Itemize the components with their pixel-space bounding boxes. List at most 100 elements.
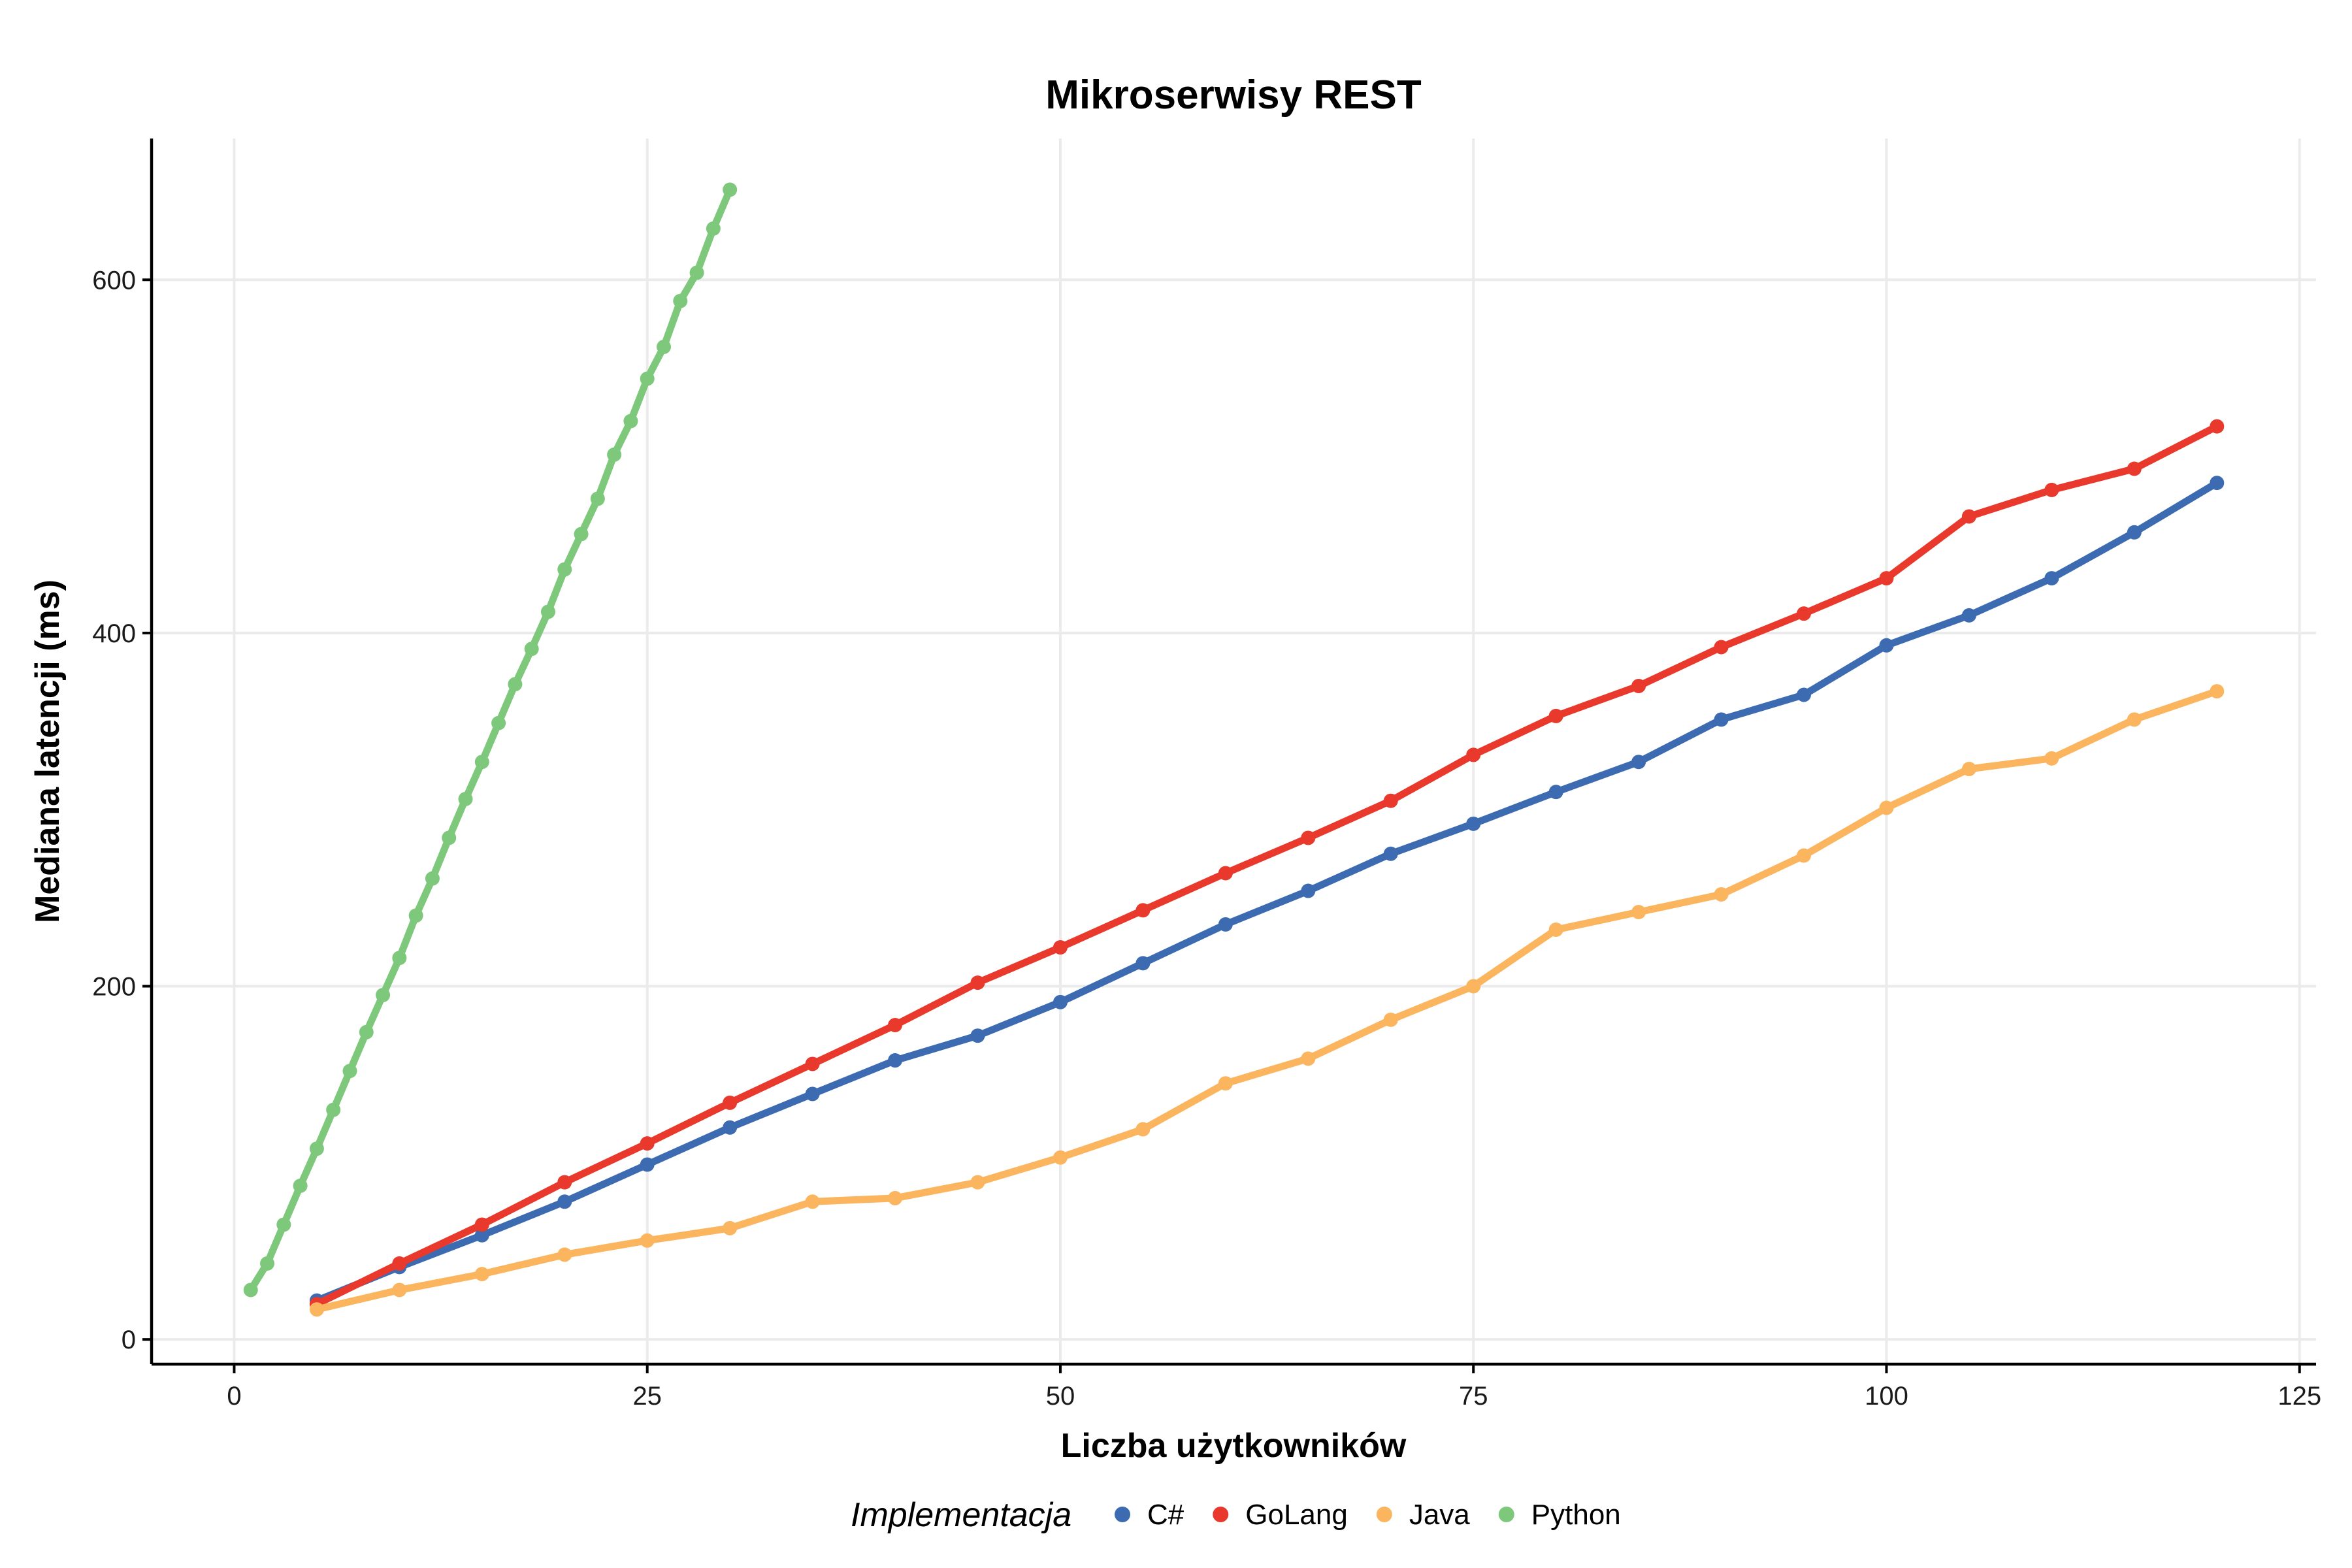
- series-line-golang: [313, 423, 2221, 1308]
- data-point-python: [376, 988, 391, 1003]
- data-point-c: [1961, 608, 1976, 623]
- data-point-c: [1714, 712, 1729, 727]
- legend: Implementacja C# GoLang Java Python: [851, 1496, 1621, 1534]
- data-point-c: [1383, 846, 1398, 861]
- series-golang: [309, 419, 2225, 1312]
- data-point-python: [442, 830, 457, 845]
- legend-label-python: Python: [1531, 1499, 1621, 1531]
- data-point-python: [260, 1256, 275, 1271]
- legend-key-c: [1115, 1507, 1130, 1522]
- x-tick-label: 100: [1865, 1382, 1908, 1411]
- data-point-golang: [2127, 461, 2142, 476]
- data-point-java: [1548, 923, 1563, 938]
- data-point-java: [888, 1190, 903, 1205]
- data-point-java: [2044, 751, 2059, 766]
- data-point-c: [1135, 956, 1151, 971]
- data-point-python: [723, 182, 738, 197]
- data-point-c: [474, 1228, 489, 1243]
- data-point-python: [359, 1024, 374, 1039]
- data-point-c: [723, 1120, 738, 1135]
- data-point-java: [1218, 1076, 1233, 1091]
- data-point-python: [293, 1178, 308, 1193]
- axes: 0 25 50 75 100 125 0 200 400 600: [92, 139, 2321, 1411]
- data-point-java: [805, 1194, 820, 1209]
- data-point-python: [640, 371, 655, 386]
- data-point-python: [607, 447, 622, 462]
- data-point-java: [1383, 1012, 1398, 1027]
- data-point-java: [1466, 979, 1481, 994]
- data-point-java: [392, 1282, 407, 1298]
- data-point-c: [1466, 816, 1481, 831]
- data-point-c: [888, 1053, 903, 1068]
- data-point-c: [1218, 917, 1233, 932]
- data-point-python: [491, 715, 506, 730]
- data-point-python: [623, 414, 638, 429]
- data-point-python: [590, 491, 605, 506]
- data-point-java: [1301, 1051, 1316, 1066]
- data-point-java: [1631, 904, 1646, 919]
- data-point-golang: [2044, 482, 2059, 497]
- data-point-golang: [1135, 903, 1151, 918]
- data-point-c: [1797, 687, 1812, 702]
- data-point-c: [2127, 525, 2142, 540]
- legend-title: Implementacja: [851, 1496, 1071, 1534]
- y-tick-label: 0: [122, 1326, 136, 1354]
- data-point-golang: [392, 1256, 407, 1271]
- x-tick-label: 75: [1459, 1382, 1488, 1411]
- data-point-c: [2044, 571, 2059, 586]
- data-point-c: [1548, 785, 1563, 800]
- data-point-python: [408, 908, 423, 923]
- data-point-python: [326, 1102, 341, 1117]
- legend-label-golang: GoLang: [1245, 1499, 1348, 1531]
- data-point-java: [1714, 887, 1729, 902]
- data-point-golang: [723, 1095, 738, 1110]
- data-point-python: [508, 677, 523, 692]
- y-tick-label: 200: [92, 973, 136, 1002]
- data-point-golang: [1053, 940, 1068, 955]
- data-point-python: [309, 1141, 324, 1156]
- data-point-java: [2127, 712, 2142, 727]
- series-python: [243, 182, 738, 1298]
- data-point-java: [1961, 762, 1976, 777]
- data-point-java: [723, 1220, 738, 1235]
- data-point-c: [2210, 476, 2225, 491]
- data-point-python: [243, 1282, 258, 1298]
- x-tick-label: 125: [2278, 1382, 2321, 1411]
- plot-series: [243, 182, 2225, 1317]
- data-point-golang: [1714, 640, 1729, 655]
- data-point-golang: [970, 975, 985, 990]
- data-point-golang: [640, 1136, 655, 1151]
- data-point-python: [458, 791, 473, 806]
- data-point-java: [1053, 1150, 1068, 1165]
- data-point-golang: [1383, 793, 1398, 808]
- data-point-java: [1135, 1122, 1151, 1137]
- data-point-golang: [1961, 509, 1976, 524]
- legend-label-java: Java: [1409, 1499, 1470, 1531]
- chart-title: Mikroserwisy REST: [1045, 73, 1422, 118]
- data-point-python: [706, 221, 721, 236]
- data-point-golang: [1879, 571, 1894, 586]
- data-point-java: [1797, 848, 1812, 863]
- data-point-golang: [805, 1056, 820, 1071]
- data-point-c: [1301, 883, 1316, 898]
- legend-key-golang: [1213, 1507, 1229, 1522]
- data-point-golang: [557, 1175, 572, 1190]
- data-point-java: [2210, 684, 2225, 699]
- x-tick-label: 25: [632, 1382, 662, 1411]
- y-tick-label: 600: [92, 266, 136, 295]
- legend-label-c: C#: [1147, 1499, 1184, 1531]
- data-point-c: [970, 1028, 985, 1043]
- data-point-python: [524, 642, 539, 657]
- series-java: [309, 684, 2225, 1317]
- grid-lines: [152, 139, 2316, 1364]
- data-point-java: [970, 1175, 985, 1190]
- y-axis-title: Mediana latencji (ms): [29, 580, 67, 923]
- data-point-python: [392, 951, 407, 966]
- data-point-c: [1053, 994, 1068, 1009]
- data-point-java: [474, 1267, 489, 1282]
- x-axis-title: Liczba użytkowników: [1061, 1427, 1407, 1465]
- data-point-java: [1879, 800, 1894, 815]
- data-point-python: [474, 755, 489, 770]
